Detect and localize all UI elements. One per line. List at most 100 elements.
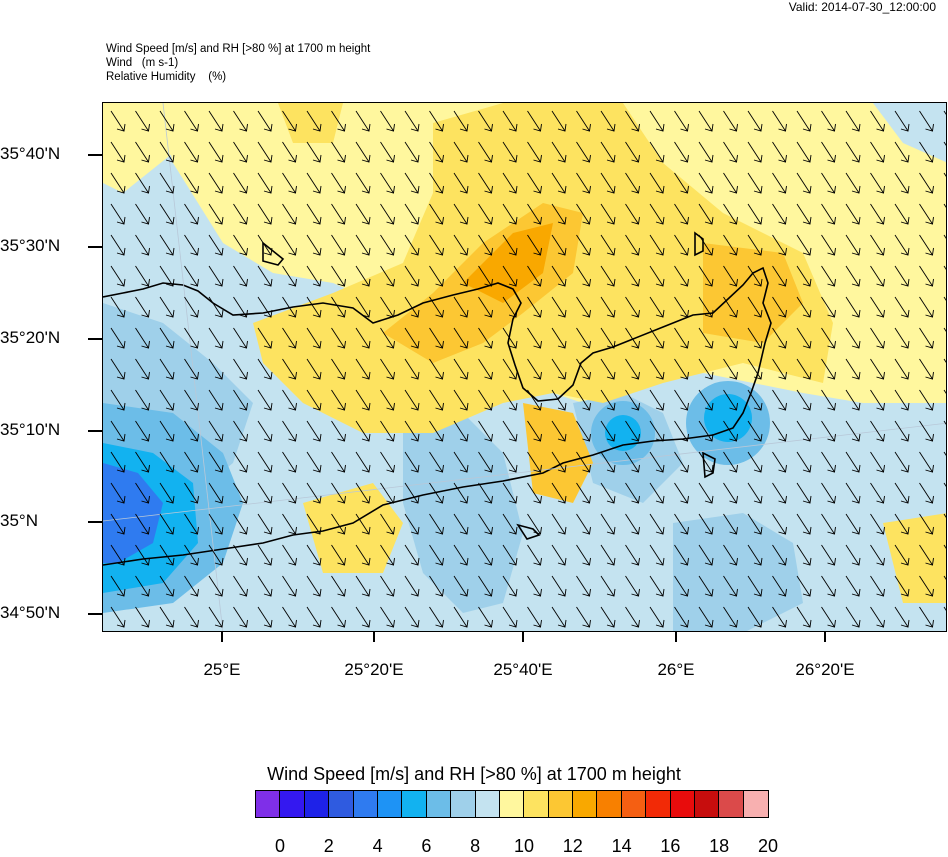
wind-vector-arrowhead-icon [729, 309, 738, 318]
wind-vector-arrow-icon [478, 575, 492, 597]
wind-vector-arrowhead-icon [582, 526, 591, 535]
wind-vector-arrow-icon [331, 451, 345, 473]
wind-vector-arrowhead-icon [802, 216, 812, 225]
wind-vector-arrowhead-icon [435, 154, 444, 163]
wind-vector-arrowhead-icon [827, 557, 836, 566]
wind-vector-arrow-icon [233, 544, 247, 566]
wind-vector-arrowhead-icon [386, 526, 395, 535]
wind-vector-arrow-icon [527, 234, 541, 256]
wind-vector-arrowhead-icon [239, 309, 248, 318]
wind-vector-arrowhead-icon [435, 433, 444, 442]
wind-vector-arrow-icon [698, 575, 713, 597]
wind-vector-arrow-icon [233, 606, 247, 628]
wind-vector-arrow-icon [306, 296, 321, 318]
wind-vector-arrowhead-icon [827, 588, 836, 597]
wind-vector-arrow-icon [257, 296, 272, 318]
wind-vector-arrow-icon [404, 327, 419, 349]
wind-vector-arrowhead-icon [410, 495, 420, 504]
wind-vector-arrowhead-icon [190, 433, 199, 442]
wind-vector-arrow-icon [600, 172, 615, 194]
wind-vector-arrow-icon [943, 172, 946, 177]
wind-vector-arrow-icon [698, 358, 713, 380]
wind-vector-arrowhead-icon [116, 464, 126, 473]
wind-vector-arrowhead-icon [582, 557, 591, 566]
wind-vector-arrowhead-icon [729, 588, 738, 597]
wind-vector-arrowhead-icon [337, 247, 346, 256]
wind-vector-arrow-icon [649, 327, 664, 349]
wind-vector-arrowhead-icon [655, 402, 665, 411]
wind-vector-arrowhead-icon [214, 278, 224, 287]
wind-vector-arrowhead-icon [214, 495, 224, 504]
wind-vector-arrow-icon [576, 358, 590, 380]
wind-vector-arrowhead-icon [557, 247, 567, 256]
title-line-2: Wind (m s-1) [106, 57, 179, 69]
wind-vector-arrowhead-icon [312, 526, 322, 535]
wind-vector-arrowhead-icon [459, 216, 469, 225]
wind-vector-arrow-icon [380, 327, 394, 349]
wind-vector-arrowhead-icon [361, 309, 371, 318]
wind-vector-arrow-icon [919, 575, 933, 597]
wind-vector-arrowhead-icon [263, 309, 273, 318]
lon-tick [373, 632, 375, 642]
wind-vector-arrowhead-icon [900, 371, 910, 380]
wind-vector-arrowhead-icon [361, 588, 371, 597]
wind-vector-arrowhead-icon [900, 340, 910, 349]
wind-vector-arrowhead-icon [484, 278, 493, 287]
wind-vector-arrowhead-icon [655, 526, 665, 535]
wind-vector-arrowhead-icon [361, 402, 371, 411]
wind-vector-arrow-icon [747, 606, 762, 628]
wind-vector-arrowhead-icon [606, 309, 616, 318]
wind-vector-arrow-icon [380, 172, 394, 194]
wind-vector-arrowhead-icon [876, 371, 885, 380]
wind-vector-arrowhead-icon [116, 526, 126, 535]
wind-vector-arrowhead-icon [729, 371, 738, 380]
wind-vector-arrowhead-icon [582, 619, 591, 628]
wind-vector-arrow-icon [723, 389, 737, 411]
wind-vector-arrowhead-icon [288, 433, 297, 442]
wind-vector-arrow-icon [576, 203, 590, 225]
wind-vector-arrow-icon [331, 265, 345, 287]
wind-vector-arrow-icon [527, 389, 541, 411]
wind-vector-arrowhead-icon [459, 433, 469, 442]
wind-vector-arrowhead-icon [533, 247, 542, 256]
wind-vector-arrow-icon [135, 389, 149, 411]
wind-vector-arrow-icon [551, 141, 566, 163]
wind-vector-arrowhead-icon [582, 154, 591, 163]
wind-vector-arrowhead-icon [312, 619, 322, 628]
wind-vector-arrow-icon [257, 358, 272, 380]
wind-vector-arrow-icon [233, 265, 247, 287]
wind-vector-arrow-icon [747, 172, 762, 194]
wind-vector-arrowhead-icon [239, 216, 248, 225]
wind-vector-arrow-icon [600, 389, 615, 411]
wind-vector-arrow-icon [576, 420, 590, 442]
wind-vector-arrow-icon [135, 172, 149, 194]
wind-vector-arrowhead-icon [606, 340, 616, 349]
lon-label-25: 25°E [203, 660, 241, 679]
wind-vector-arrow-icon [551, 606, 566, 628]
wind-vector-arrowhead-icon [753, 433, 763, 442]
wind-vector-arrowhead-icon [729, 247, 738, 256]
wind-vector-arrow-icon [233, 513, 247, 535]
wind-vector-arrow-icon [772, 203, 786, 225]
wind-vector-arrow-icon [723, 575, 737, 597]
wind-vector-arrow-icon [331, 389, 345, 411]
wind-vector-arrow-icon [698, 389, 713, 411]
wind-vector-arrowhead-icon [288, 557, 297, 566]
wind-vector-arrow-icon [625, 234, 639, 256]
wind-vector-arrow-icon [674, 141, 688, 163]
wind-vector-arrow-icon [821, 575, 835, 597]
wind-vector-arrowhead-icon [386, 185, 395, 194]
wind-vector-arrow-icon [698, 265, 713, 287]
wind-vector-arrow-icon [159, 203, 174, 225]
wind-vector-arrowhead-icon [361, 247, 371, 256]
wind-vector-arrow-icon [747, 451, 762, 473]
wind-vector-arrowhead-icon [337, 309, 346, 318]
wind-vector-arrowhead-icon [239, 247, 248, 256]
wind-vector-arrowhead-icon [263, 278, 273, 287]
wind-vector-arrow-icon [551, 296, 566, 318]
wind-vector-arrow-icon [453, 327, 468, 349]
wind-vector-arrow-icon [674, 606, 688, 628]
wind-vector-arrow-icon [429, 606, 443, 628]
wind-vector-arrowhead-icon [704, 402, 714, 411]
wind-vector-arrowhead-icon [729, 154, 738, 163]
